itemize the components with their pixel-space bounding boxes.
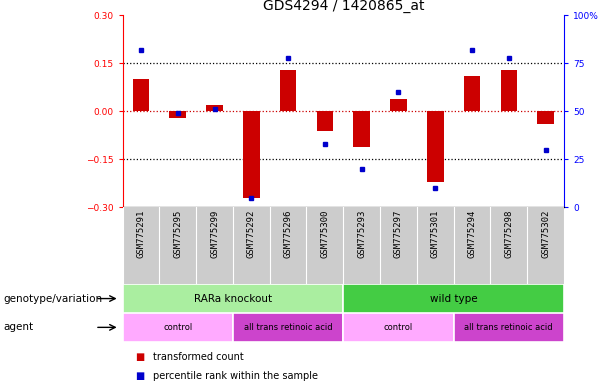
Text: control: control: [384, 323, 413, 332]
Text: GSM775294: GSM775294: [468, 210, 476, 258]
Bar: [169, 111, 186, 118]
Bar: [243, 111, 259, 198]
Text: GSM775293: GSM775293: [357, 210, 366, 258]
Text: genotype/variation: genotype/variation: [3, 293, 102, 304]
Bar: [390, 99, 407, 111]
Bar: [206, 105, 223, 111]
Text: GSM775292: GSM775292: [247, 210, 256, 258]
Text: GSM775295: GSM775295: [173, 210, 182, 258]
Bar: [343, 313, 454, 342]
Text: percentile rank within the sample: percentile rank within the sample: [153, 371, 318, 381]
Text: all trans retinoic acid: all trans retinoic acid: [465, 323, 553, 332]
Text: GSM775298: GSM775298: [504, 210, 513, 258]
Text: agent: agent: [3, 322, 33, 333]
Text: ■: ■: [135, 371, 144, 381]
Bar: [353, 111, 370, 147]
Bar: [280, 70, 296, 111]
Bar: [233, 313, 343, 342]
Bar: [427, 111, 443, 182]
Bar: [463, 76, 480, 111]
Text: wild type: wild type: [430, 293, 478, 304]
Title: GDS4294 / 1420865_at: GDS4294 / 1420865_at: [262, 0, 424, 13]
Text: RARa knockout: RARa knockout: [194, 293, 272, 304]
Text: GSM775297: GSM775297: [394, 210, 403, 258]
Bar: [133, 79, 150, 111]
Text: ■: ■: [135, 352, 144, 362]
Text: GSM775299: GSM775299: [210, 210, 219, 258]
Bar: [316, 111, 333, 131]
Text: GSM775302: GSM775302: [541, 210, 550, 258]
Text: GSM775291: GSM775291: [137, 210, 145, 258]
Text: all trans retinoic acid: all trans retinoic acid: [244, 323, 332, 332]
Bar: [123, 313, 233, 342]
Bar: [500, 70, 517, 111]
Bar: [343, 284, 564, 313]
Text: GSM775301: GSM775301: [431, 210, 440, 258]
Bar: [123, 284, 343, 313]
Text: transformed count: transformed count: [153, 352, 244, 362]
Bar: [537, 111, 554, 124]
Bar: [454, 313, 564, 342]
Text: GSM775296: GSM775296: [284, 210, 292, 258]
Text: GSM775300: GSM775300: [321, 210, 329, 258]
Text: control: control: [163, 323, 192, 332]
